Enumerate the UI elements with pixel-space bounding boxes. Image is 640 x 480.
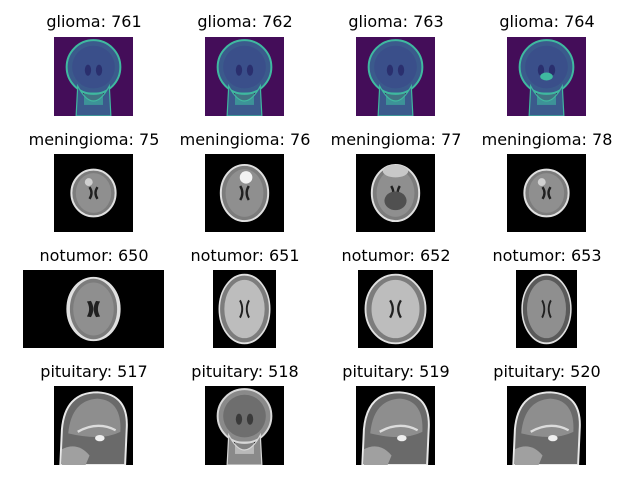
mri-scan-image <box>507 386 586 465</box>
tile-title: pituitary: 517 <box>40 362 148 381</box>
tile-title: meningioma: 77 <box>330 130 462 149</box>
tile-title: glioma: 761 <box>46 12 142 31</box>
mri-scan-image <box>205 386 284 465</box>
mri-scan-image <box>205 37 284 116</box>
mri-scan-image <box>358 270 433 348</box>
mri-scan-image <box>516 270 577 348</box>
mri-scan-image <box>356 154 435 232</box>
mri-scan-image <box>507 37 586 116</box>
tile-title: pituitary: 519 <box>342 362 450 381</box>
tile-title: glioma: 763 <box>348 12 444 31</box>
tile-title: notumor: 652 <box>341 246 451 265</box>
tile-title: notumor: 651 <box>190 246 300 265</box>
tile-title: glioma: 762 <box>197 12 293 31</box>
mri-scan-image <box>356 37 435 116</box>
tile-title: meningioma: 78 <box>481 130 613 149</box>
tile-title: notumor: 650 <box>39 246 149 265</box>
mri-scan-image <box>54 386 133 465</box>
mri-scan-image <box>23 270 164 348</box>
mri-scan-image <box>205 154 284 232</box>
mri-scan-image <box>356 386 435 465</box>
tile-title: pituitary: 520 <box>493 362 601 381</box>
tile-title: meningioma: 76 <box>179 130 311 149</box>
mri-scan-image <box>213 270 276 348</box>
mri-scan-image <box>54 154 133 232</box>
tile-title: glioma: 764 <box>499 12 595 31</box>
tile-title: pituitary: 518 <box>191 362 299 381</box>
mri-scan-image <box>54 37 133 116</box>
tile-title: notumor: 653 <box>492 246 602 265</box>
tile-title: meningioma: 75 <box>28 130 160 149</box>
mri-scan-image <box>507 154 586 232</box>
